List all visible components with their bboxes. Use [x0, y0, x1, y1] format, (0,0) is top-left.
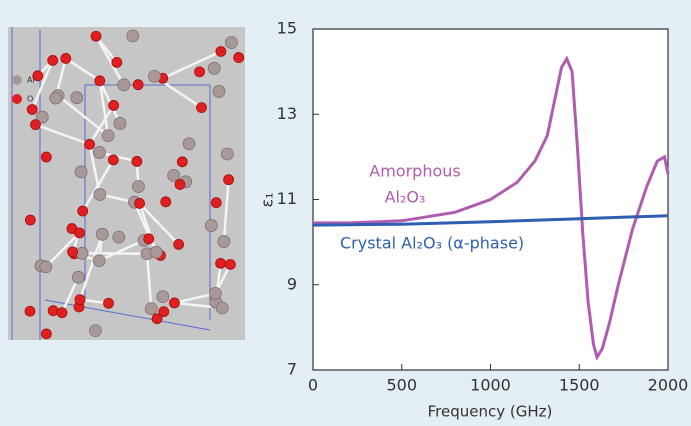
atom [25, 215, 35, 225]
y-axis-label: ε₁ [258, 192, 277, 207]
atom [72, 271, 84, 283]
atom [118, 79, 130, 91]
atom [183, 138, 195, 150]
y-tick-label: 7 [287, 360, 297, 379]
atom [76, 247, 88, 259]
atom [91, 31, 101, 41]
atom [75, 295, 85, 305]
atom [109, 100, 119, 110]
atom [85, 139, 95, 149]
atom [94, 188, 106, 200]
atom [61, 53, 71, 63]
atom [169, 298, 179, 308]
y-tick-label: 11 [277, 189, 297, 208]
atom [50, 92, 62, 104]
page: Al O Frequency (GHz) ε₁ Amorphous Al₂O₃ … [0, 0, 691, 426]
atom [108, 155, 118, 165]
atom [234, 53, 244, 63]
atom [221, 148, 233, 160]
atom [93, 255, 105, 267]
x-axis-label: Frequency (GHz) [428, 403, 553, 421]
atom [75, 228, 85, 238]
x-tick-label: 500 [386, 376, 417, 395]
atom [104, 298, 114, 308]
atom [112, 57, 122, 67]
atom [78, 206, 88, 216]
atom [93, 146, 105, 158]
atom [195, 67, 205, 77]
atom [211, 198, 221, 208]
atom [133, 80, 143, 90]
atom [48, 55, 58, 65]
atom [132, 156, 142, 166]
atom [218, 236, 230, 248]
annotation: Al₂O₃ [385, 188, 426, 207]
y-tick-label: 9 [287, 274, 297, 293]
atom [224, 175, 234, 185]
atom [57, 308, 67, 318]
atom [135, 198, 145, 208]
annotation: Amorphous [369, 162, 460, 181]
atom [89, 325, 101, 337]
atom [41, 329, 51, 339]
atom [149, 70, 161, 82]
atom [152, 314, 162, 324]
atom [30, 120, 40, 130]
atom [127, 30, 139, 42]
atom [40, 261, 52, 273]
atom [177, 157, 187, 167]
atom [213, 85, 225, 97]
atom [27, 104, 37, 114]
atom [25, 306, 35, 316]
atom [216, 46, 226, 56]
atom [225, 37, 237, 49]
atom [41, 152, 51, 162]
atom [209, 287, 221, 299]
atom [216, 302, 228, 314]
atom [144, 234, 154, 244]
y-tick-label: 13 [277, 104, 297, 123]
atom [174, 239, 184, 249]
atom [216, 258, 226, 268]
atom [197, 103, 207, 113]
image-label: Al [27, 76, 35, 85]
atom [205, 220, 217, 232]
atom [114, 117, 126, 129]
atom [48, 306, 58, 316]
atom [145, 303, 157, 315]
x-tick-label: 1000 [470, 376, 511, 395]
atom [113, 231, 125, 243]
y-tick-label: 15 [277, 19, 297, 38]
atom [157, 291, 169, 303]
atom [12, 94, 22, 104]
atom [161, 197, 171, 207]
x-tick-label: 0 [308, 376, 318, 395]
atom [132, 180, 144, 192]
atom [12, 75, 22, 85]
atom [75, 166, 87, 178]
atom [95, 76, 105, 86]
atom [102, 130, 114, 142]
x-tick-label: 2000 [648, 376, 689, 395]
atom [175, 179, 185, 189]
atom [68, 247, 78, 257]
image-label: O [27, 95, 33, 104]
atom [225, 259, 235, 269]
atom [150, 246, 162, 258]
annotation: Crystal Al₂O₃ (α-phase) [340, 234, 524, 253]
atom [71, 92, 83, 104]
atom [96, 228, 108, 240]
x-tick-label: 1500 [559, 376, 600, 395]
atom [208, 62, 220, 74]
